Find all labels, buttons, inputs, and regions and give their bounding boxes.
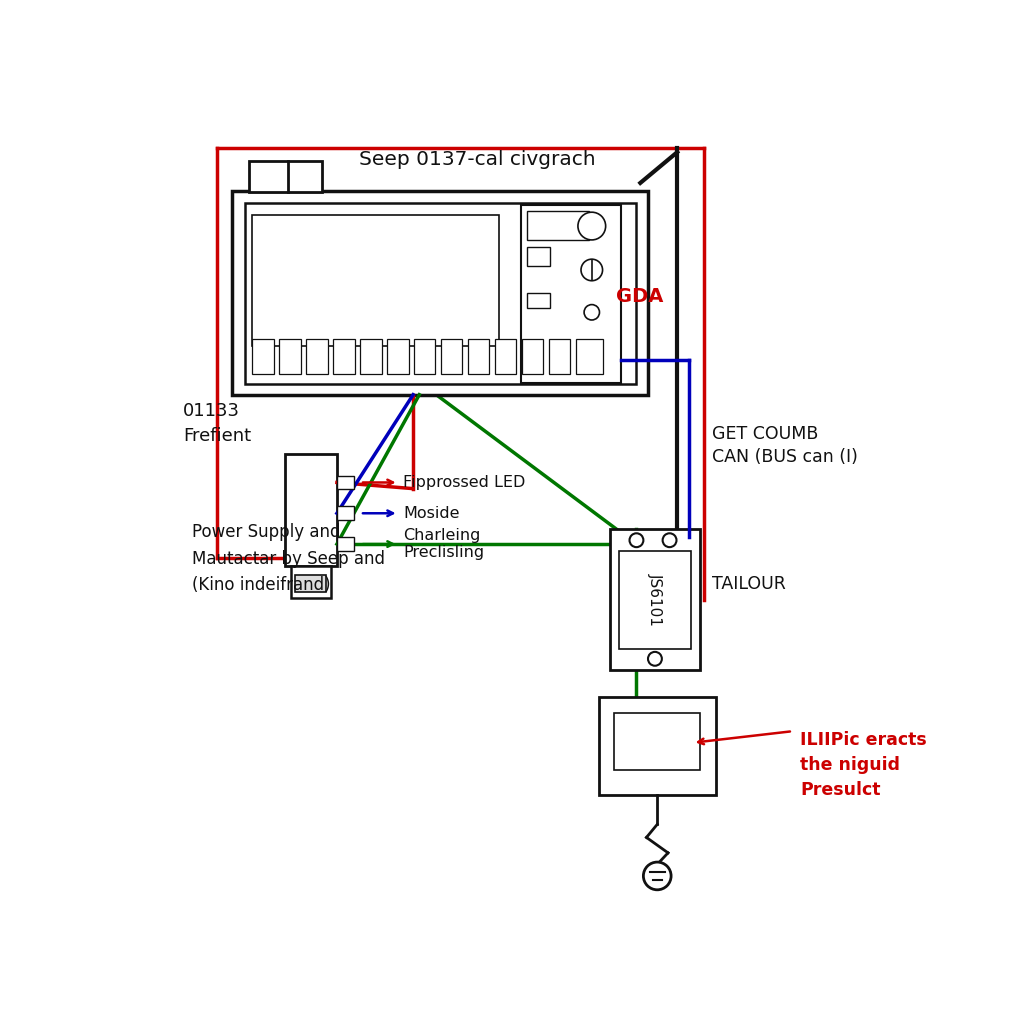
Bar bbox=[333, 339, 354, 374]
Text: Fipprossed LED: Fipprossed LED bbox=[403, 475, 525, 489]
Text: ILIIPic eracts
the niguid
Presulct: ILIIPic eracts the niguid Presulct bbox=[801, 731, 927, 799]
Bar bbox=[280, 339, 301, 374]
Bar bbox=[306, 339, 328, 374]
Text: JS6101: JS6101 bbox=[647, 573, 663, 626]
Text: TAILOUR: TAILOUR bbox=[712, 574, 785, 593]
Bar bbox=[575, 339, 602, 374]
Bar bbox=[527, 293, 550, 308]
Bar bbox=[285, 454, 337, 565]
Text: Power Supply and
Mautactar by Seep and
(Kino indeifrand): Power Supply and Mautactar by Seep and (… bbox=[193, 523, 385, 594]
Bar bbox=[360, 339, 382, 374]
Bar bbox=[232, 190, 648, 394]
Text: Seep 0137-cal civgrach: Seep 0137-cal civgrach bbox=[358, 150, 595, 169]
Circle shape bbox=[578, 212, 605, 240]
Text: GDA: GDA bbox=[615, 287, 663, 305]
Bar bbox=[521, 205, 621, 383]
Text: GET COUMB: GET COUMB bbox=[712, 425, 818, 442]
Circle shape bbox=[581, 259, 602, 281]
Bar bbox=[614, 714, 700, 770]
Bar bbox=[291, 565, 331, 598]
Bar bbox=[441, 339, 463, 374]
Bar bbox=[252, 215, 499, 346]
Text: CAN (BUS can (I): CAN (BUS can (I) bbox=[712, 447, 858, 466]
Bar bbox=[414, 339, 435, 374]
Bar bbox=[249, 162, 323, 193]
Bar bbox=[337, 506, 354, 520]
Bar bbox=[549, 339, 570, 374]
Bar bbox=[337, 538, 354, 551]
Bar bbox=[527, 211, 589, 240]
Circle shape bbox=[643, 862, 671, 890]
Circle shape bbox=[584, 304, 599, 319]
Bar bbox=[337, 475, 354, 489]
Bar bbox=[495, 339, 516, 374]
Circle shape bbox=[648, 652, 662, 666]
Text: Moside: Moside bbox=[403, 506, 460, 521]
Text: Charleing
Preclisling: Charleing Preclisling bbox=[403, 527, 484, 560]
Bar bbox=[387, 339, 409, 374]
Bar bbox=[527, 247, 550, 266]
Bar bbox=[618, 551, 691, 649]
Bar bbox=[468, 339, 489, 374]
Bar bbox=[245, 203, 636, 384]
Bar bbox=[521, 339, 544, 374]
Bar bbox=[599, 696, 716, 795]
Bar bbox=[295, 574, 326, 592]
Bar bbox=[609, 529, 700, 670]
Bar bbox=[252, 339, 273, 374]
Text: 01133
Frefient: 01133 Frefient bbox=[183, 401, 251, 444]
Circle shape bbox=[630, 534, 643, 547]
Circle shape bbox=[663, 534, 677, 547]
